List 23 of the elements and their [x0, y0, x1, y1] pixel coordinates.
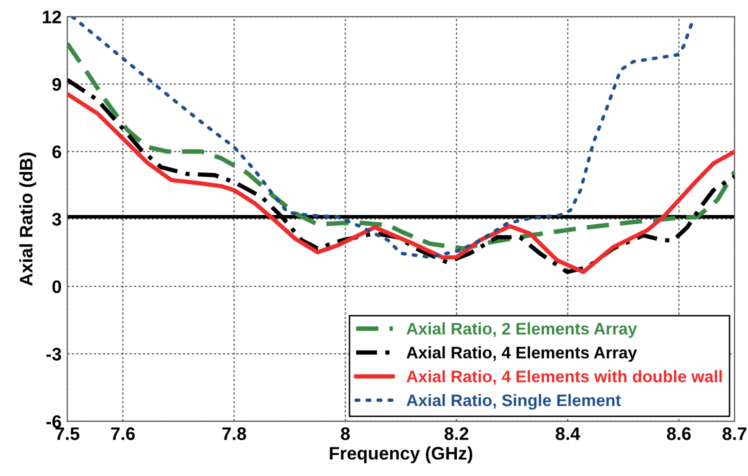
- x-tick-label: 8.4: [556, 427, 580, 440]
- x-axis-title: Frequency (GHz): [330, 446, 472, 464]
- line-series: [67, 41, 735, 251]
- y-tick-label: -3: [46, 348, 62, 361]
- y-tick-label: 9: [52, 78, 62, 91]
- legend-label: Axial Ratio, 4 Elements with double wall: [406, 370, 722, 385]
- y-tick-label: -6: [46, 415, 62, 428]
- x-tick-label: 7.5: [56, 427, 80, 440]
- x-tick-label: 8.2: [444, 427, 468, 440]
- x-tick-label: 7.8: [222, 427, 246, 440]
- legend-label: Axial Ratio, 4 Elements Array: [406, 346, 638, 362]
- x-tick-label: 7.6: [111, 427, 135, 440]
- x-tick-label: 8.7: [722, 427, 746, 440]
- line-series: [70, 16, 696, 259]
- y-tick-label: 6: [52, 145, 62, 158]
- y-tick-label: 0: [52, 280, 62, 294]
- x-tick-label: 8: [340, 427, 350, 440]
- legend-label: Axial Ratio, 2 Elements Array: [406, 322, 638, 338]
- y-axis-title: Axial Ratio (dB): [19, 152, 36, 286]
- y-tick-label: 3: [52, 212, 62, 226]
- y-tick-label: 12: [42, 10, 62, 24]
- legend-label: Axial Ratio, Single Element: [406, 394, 621, 410]
- x-tick-label: 8.6: [666, 427, 691, 440]
